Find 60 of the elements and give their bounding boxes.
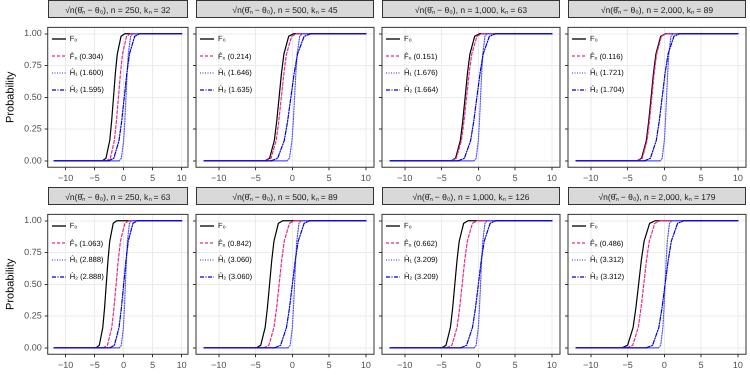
- y-axis-title: Probability: [4, 71, 17, 123]
- x-tick-label: 10: [732, 173, 743, 184]
- y-tick-label: 0.75: [24, 60, 42, 70]
- x-tick-label: 0: [121, 173, 126, 184]
- x-tick-label: −5: [250, 360, 261, 370]
- y-tick-label: 0.25: [24, 124, 42, 134]
- x-tick-label: −10: [583, 173, 598, 184]
- x-tick-label: 5: [326, 360, 332, 370]
- chart-title: √n(θ̂ₙ − θ₀), n = 2,000, kₙ = 89: [568, 0, 746, 18]
- chart-title: √n(θ̂ₙ − θ₀), n = 500, kₙ = 89: [196, 187, 374, 205]
- y-tick-label: 1.00: [24, 28, 42, 38]
- x-tick-label: −10: [397, 360, 412, 370]
- x-tick-label: 10: [546, 173, 557, 184]
- x-tick-label: −5: [622, 360, 633, 370]
- x-tick-label: 5: [698, 173, 704, 184]
- x-tick-label: −5: [250, 173, 261, 184]
- x-tick-label: 0: [476, 173, 481, 184]
- y-tick-label: 0.00: [24, 342, 42, 352]
- y-tick-label: 0.25: [24, 310, 42, 321]
- y-axis-title: Probability: [4, 258, 17, 310]
- x-tick-label: 0: [476, 360, 481, 370]
- chart-title: √n(θ̂ₙ − θ₀), n = 250, kₙ = 32: [48, 0, 188, 18]
- x-tick-label: 10: [360, 360, 371, 370]
- x-tick-label: −5: [436, 360, 447, 370]
- x-tick-label: 10: [176, 360, 187, 370]
- x-tick-label: 0: [290, 360, 295, 370]
- chart-title: √n(θ̂ₙ − θ₀), n = 2,000, kₙ = 179: [568, 187, 746, 205]
- chart-title: √n(θ̂ₙ − θ₀), n = 500, kₙ = 45: [196, 0, 374, 18]
- x-tick-label: −5: [622, 173, 633, 184]
- y-tick-label: 0.50: [24, 278, 42, 289]
- x-tick-label: −5: [90, 360, 100, 370]
- x-tick-label: −10: [211, 173, 226, 184]
- x-tick-label: 5: [698, 360, 704, 370]
- x-tick-label: −10: [583, 360, 598, 370]
- y-tick-label: 0.50: [24, 92, 42, 102]
- x-tick-label: 5: [150, 173, 156, 184]
- x-tick-label: −5: [90, 173, 100, 184]
- x-tick-label: −10: [397, 173, 412, 184]
- x-tick-label: 0: [121, 360, 126, 370]
- y-tick-label: 0.00: [24, 155, 42, 166]
- x-tick-label: 0: [662, 360, 667, 370]
- x-tick-label: 5: [326, 173, 332, 184]
- chart-title: √n(θ̂ₙ − θ₀), n = 1,000, kₙ = 63: [382, 0, 560, 18]
- x-tick-label: −10: [211, 360, 226, 370]
- x-tick-label: 10: [360, 173, 371, 184]
- x-tick-label: 0: [662, 173, 667, 184]
- y-tick-label: 0.75: [24, 247, 42, 258]
- x-tick-label: 10: [176, 173, 187, 184]
- x-tick-label: −10: [58, 173, 74, 184]
- x-tick-label: −5: [436, 173, 447, 184]
- x-tick-label: 5: [150, 360, 156, 370]
- x-tick-label: 10: [732, 360, 743, 370]
- x-tick-label: 5: [512, 173, 518, 184]
- x-tick-label: 5: [512, 360, 518, 370]
- x-tick-label: 10: [546, 360, 557, 370]
- x-tick-label: 0: [290, 173, 295, 184]
- x-tick-label: −10: [58, 360, 74, 370]
- chart-title: √n(θ̂ₙ − θ₀), n = 250, kₙ = 63: [48, 187, 188, 205]
- chart-title: √n(θ̂ₙ − θ₀), n = 1,000, kₙ = 126: [382, 187, 560, 205]
- y-tick-label: 1.00: [24, 215, 42, 226]
